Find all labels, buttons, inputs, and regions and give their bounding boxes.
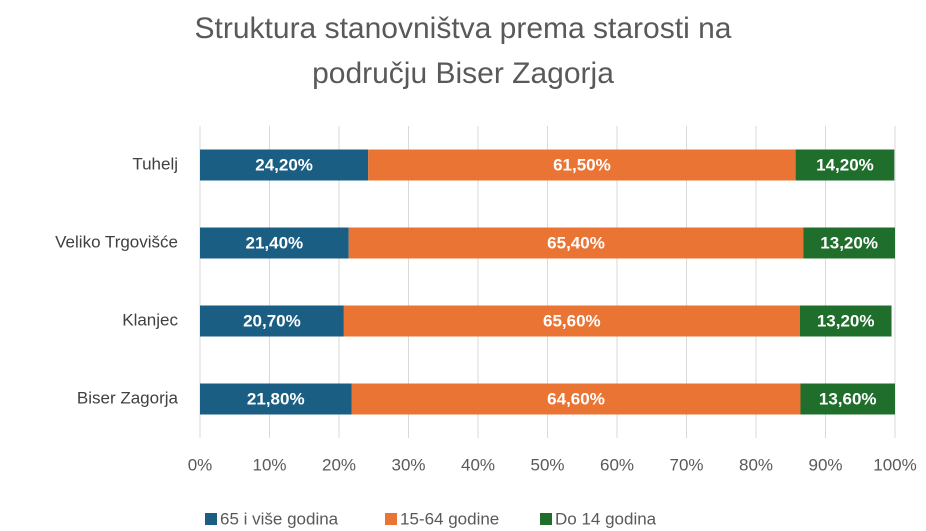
bar-segment: [200, 149, 369, 181]
legend-swatch: [205, 513, 217, 525]
legend-label: 15-64 godine: [400, 509, 499, 528]
category-label: Biser Zagorja: [77, 388, 179, 407]
category-label: Klanjec: [122, 310, 178, 329]
bar-segment: [803, 227, 895, 259]
bar-segment: [200, 305, 344, 337]
legend-swatch: [540, 513, 552, 525]
data-label: 13,20%: [820, 233, 878, 252]
category-label: Veliko Trgovišće: [55, 232, 178, 251]
data-label: 13,60%: [819, 389, 877, 408]
x-tick-label: 40%: [461, 455, 495, 474]
data-label: 65,60%: [543, 311, 601, 330]
data-label: 21,80%: [247, 389, 305, 408]
bar-segment: [343, 305, 800, 337]
bar-segment: [795, 149, 895, 181]
data-label: 24,20%: [255, 155, 313, 174]
x-tick-label: 10%: [252, 455, 286, 474]
category-label: Tuhelj: [132, 154, 178, 173]
legend-swatch: [385, 513, 397, 525]
x-tick-label: 60%: [600, 455, 634, 474]
bar-segment: [348, 227, 804, 259]
x-tick-label: 20%: [322, 455, 356, 474]
bar-segment: [351, 383, 801, 415]
x-tick-label: 100%: [873, 455, 916, 474]
chart-title: Struktura stanovništva prema starosti na: [195, 12, 732, 45]
data-label: 21,40%: [246, 233, 304, 252]
bar-segment: [200, 227, 349, 259]
x-tick-label: 50%: [530, 455, 564, 474]
bar-segment: [799, 305, 892, 337]
data-label: 61,50%: [553, 155, 611, 174]
data-label: 64,60%: [547, 389, 605, 408]
bar-segment: [200, 383, 352, 415]
x-tick-label: 80%: [739, 455, 773, 474]
chart-title: području Biser Zagorja: [312, 57, 614, 90]
x-tick-label: 0%: [188, 455, 213, 474]
data-label: 14,20%: [816, 155, 874, 174]
x-tick-label: 90%: [808, 455, 842, 474]
legend-label: Do 14 godina: [555, 509, 657, 528]
bar-segment: [368, 149, 796, 181]
x-tick-label: 30%: [391, 455, 425, 474]
data-label: 65,40%: [547, 233, 605, 252]
x-tick-label: 70%: [669, 455, 703, 474]
data-label: 13,20%: [817, 311, 875, 330]
bar-segment: [800, 383, 895, 415]
data-label: 20,70%: [243, 311, 301, 330]
legend-label: 65 i više godina: [220, 509, 339, 528]
